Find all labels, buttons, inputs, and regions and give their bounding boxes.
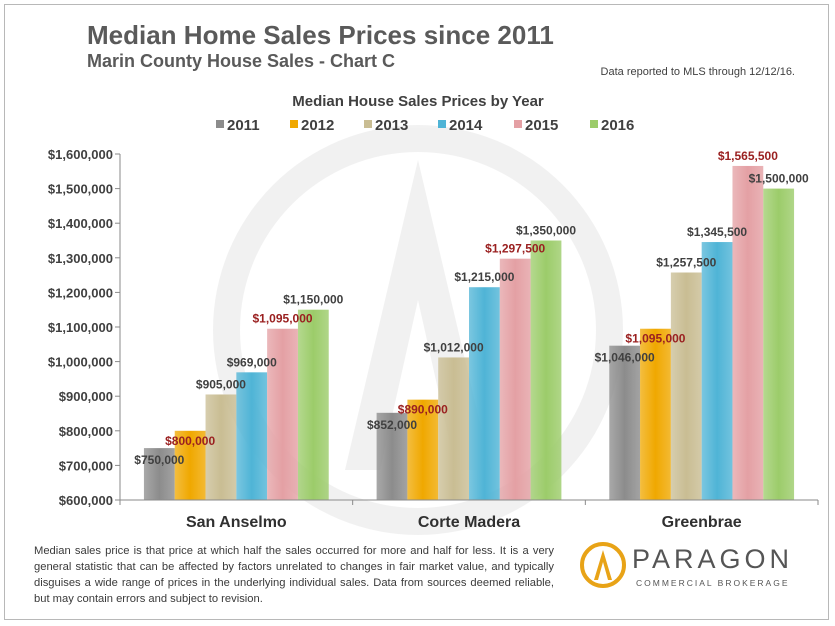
y-tick-label: $1,400,000	[48, 216, 113, 231]
bar-2011	[376, 412, 408, 500]
bar-2012	[174, 430, 206, 500]
bar-2014	[236, 372, 268, 500]
bar-2012	[640, 328, 671, 500]
y-tick-label: $600,000	[59, 493, 113, 508]
legend: 2011 2012 2013 2014 2015 2016	[216, 117, 634, 134]
legend-label-2015: 2015	[525, 117, 558, 134]
footnote: Median sales price is that price at whic…	[34, 545, 554, 605]
y-tick-label: $1,300,000	[48, 251, 113, 266]
data-label: $1,350,000	[516, 224, 576, 238]
y-tick-label: $900,000	[59, 389, 113, 404]
data-label: $1,500,000	[749, 172, 809, 186]
data-label: $969,000	[227, 355, 277, 369]
legend-swatch-2016	[590, 120, 598, 128]
chart-title: Median House Sales Prices by Year	[292, 93, 544, 110]
legend-label-2012: 2012	[301, 117, 334, 134]
bar-2016	[763, 188, 795, 500]
page-title: Median Home Sales Prices since 2011	[87, 20, 554, 50]
bar-2013	[670, 272, 702, 500]
data-label: $1,150,000	[283, 293, 343, 307]
data-label: $905,000	[196, 377, 246, 391]
bar-2012	[407, 399, 439, 500]
legend-label-2016: 2016	[601, 117, 634, 134]
legend-swatch-2013	[364, 120, 372, 128]
bar-2016	[297, 309, 329, 500]
bar-2016	[530, 240, 562, 500]
legend-swatch-2012	[290, 120, 298, 128]
bar-2015	[267, 328, 298, 500]
bar-chart: Median House Sales Prices by Year 2011 20…	[48, 93, 819, 535]
bar-2014	[701, 242, 733, 500]
legend-swatch-2014	[438, 120, 446, 128]
chart-frame	[4, 4, 829, 620]
legend-label-2011: 2011	[227, 117, 260, 134]
logo-tagline: COMMERCIAL BROKERAGE	[636, 578, 790, 588]
y-tick-label: $1,500,000	[48, 182, 113, 197]
data-label: $1,095,000	[625, 332, 685, 346]
data-label: $1,257,500	[656, 256, 716, 270]
bar-2015	[499, 258, 531, 500]
data-label: $1,012,000	[424, 340, 484, 354]
data-note: Data reported to MLS through 12/12/16.	[600, 66, 795, 78]
bar-2011	[143, 448, 175, 500]
bars: $750,000 $800,000 $905,000 $969,000 $1,095,0…	[134, 149, 809, 500]
bar-2015	[732, 165, 764, 500]
y-tick-label: $1,600,000	[48, 147, 113, 162]
legend-label-2014: 2014	[449, 117, 483, 134]
logo-name: PARAGON	[632, 544, 794, 574]
bar-2011	[609, 345, 641, 500]
x-category-label: San Anselmo	[186, 514, 287, 531]
legend-swatch-2011	[216, 120, 224, 128]
data-label: $1,046,000	[595, 351, 655, 365]
y-axis: $600,000 $700,000 $800,000 $900,000 $1,000,0…	[48, 147, 121, 508]
page-subtitle: Marin County House Sales - Chart C	[87, 51, 396, 71]
data-label: $1,345,500	[687, 225, 747, 239]
data-label: $1,095,000	[253, 312, 313, 326]
data-label: $1,215,000	[454, 270, 514, 284]
x-category-label: Greenbrae	[662, 514, 742, 531]
paragon-logo: PARAGON COMMERCIAL BROKERAGE	[580, 540, 795, 600]
data-label: $1,565,500	[718, 149, 778, 163]
x-category-label: Corte Madera	[418, 514, 520, 531]
legend-swatch-2015	[514, 120, 522, 128]
y-tick-label: $700,000	[59, 458, 113, 473]
data-label: $750,000	[134, 453, 184, 467]
data-label: $890,000	[398, 403, 448, 417]
y-tick-label: $1,200,000	[48, 285, 113, 300]
legend-label-2013: 2013	[375, 117, 408, 134]
y-tick-label: $800,000	[59, 424, 113, 439]
bar-2013	[205, 394, 237, 500]
y-tick-label: $1,100,000	[48, 320, 113, 335]
data-label: $800,000	[165, 434, 215, 448]
data-label: $852,000	[367, 418, 417, 432]
y-tick-label: $1,000,000	[48, 355, 113, 370]
x-axis: San Anselmo Corte Madera Greenbrae	[119, 499, 819, 531]
bar-2013	[438, 357, 469, 500]
data-label: $1,297,500	[485, 242, 545, 256]
paragon-logo-icon	[580, 542, 626, 588]
bar-2014	[469, 287, 500, 500]
